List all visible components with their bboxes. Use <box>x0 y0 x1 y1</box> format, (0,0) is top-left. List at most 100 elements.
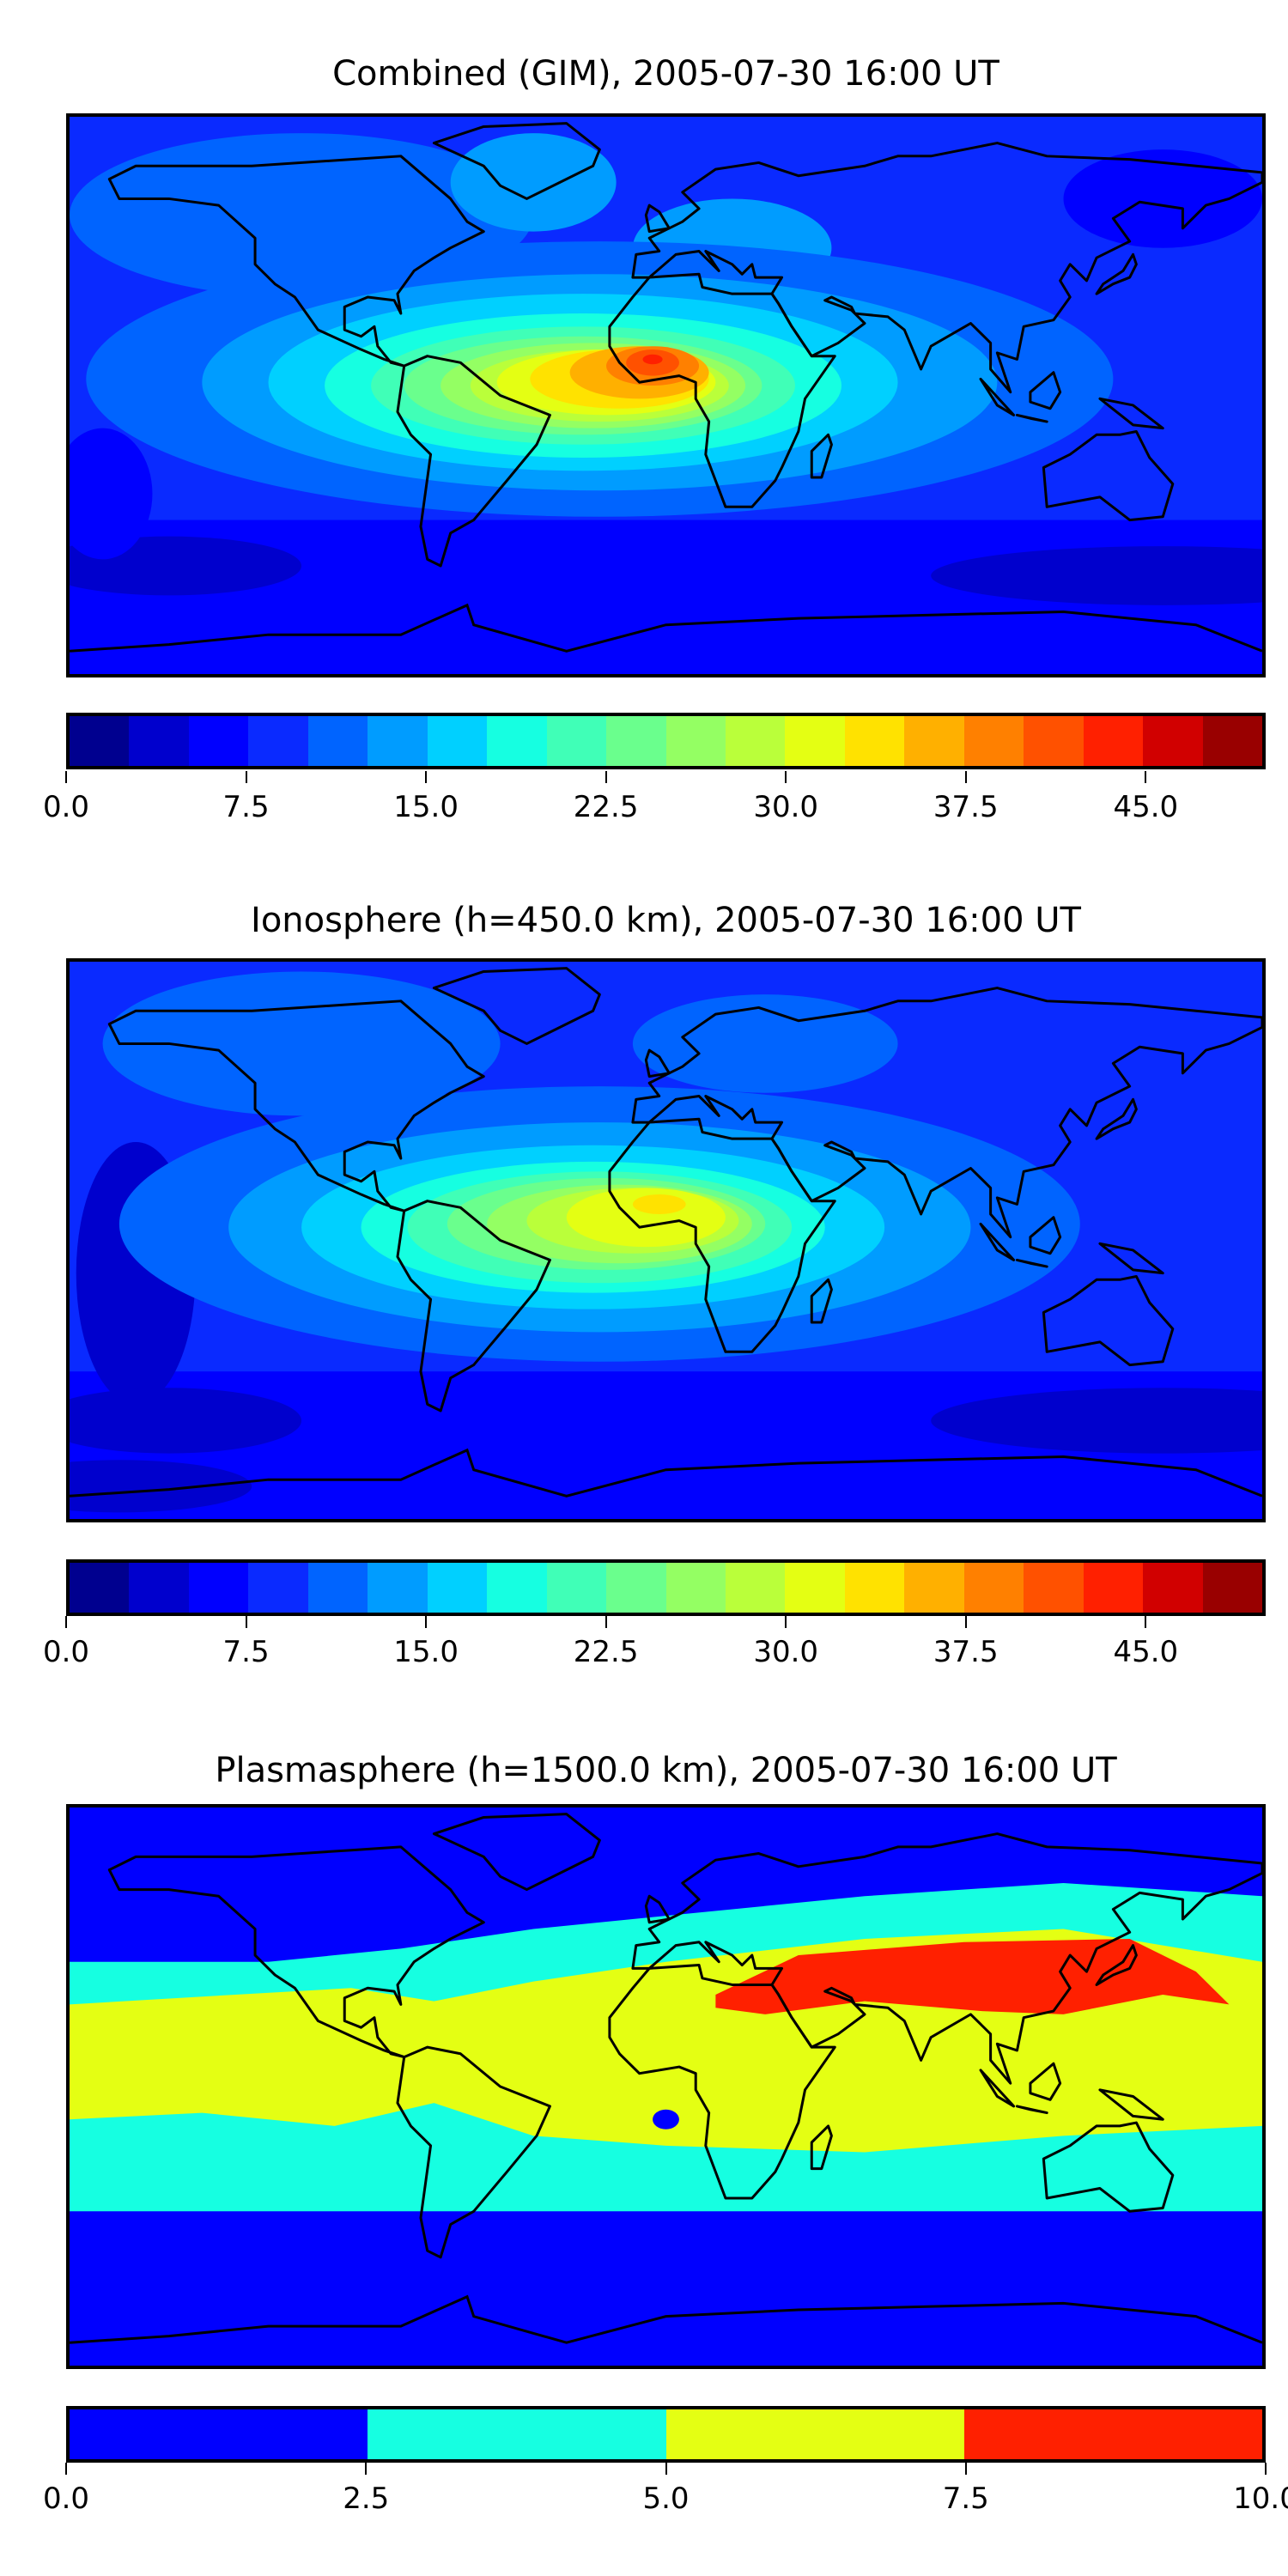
contour-band <box>632 1194 686 1214</box>
colorbar-segment <box>665 1563 726 1613</box>
coastline <box>109 1001 483 1211</box>
colorbar-ticks-plasmasphere: 0.0 2.5 5.0 7.5 10.0 <box>43 2463 1288 2516</box>
colorbar-tick-label: 30.0 <box>753 1635 819 1669</box>
contour-band <box>642 354 663 365</box>
colorbar-segment <box>368 1563 428 1613</box>
coastline <box>646 205 669 232</box>
colorbar-segment <box>844 716 905 766</box>
colorbar-segment <box>904 1563 964 1613</box>
colorbar-segment <box>665 2409 964 2459</box>
coastline <box>1100 398 1163 428</box>
colorbar-segment <box>188 1563 249 1613</box>
coastline <box>434 1814 599 1890</box>
colorbar-tick-label: 30.0 <box>753 790 819 824</box>
colorbar-tick <box>425 1616 428 1628</box>
colorbar-tick <box>605 1616 607 1628</box>
colorbar-segment <box>1024 716 1084 766</box>
coastline <box>1017 1260 1047 1267</box>
coastline <box>1030 2063 1060 2099</box>
colorbar-segment <box>785 1563 845 1613</box>
colorbar-combined <box>66 713 1266 769</box>
colorbar-tick-label: 0.0 <box>42 1635 90 1669</box>
colorbar-segment <box>307 1563 368 1613</box>
colorbar-tick <box>65 2463 67 2475</box>
colorbar-segment <box>1202 716 1263 766</box>
map-svg <box>70 962 1262 1519</box>
coastline <box>981 2070 1014 2106</box>
colorbar-tick <box>605 771 607 783</box>
colorbar-tick <box>65 771 67 783</box>
contour-band <box>450 133 617 232</box>
colorbar-tick-label: 15.0 <box>393 1635 459 1669</box>
panel-title-ionosphere: Ionosphere (h=450.0 km), 2005-07-30 16:0… <box>251 901 1081 940</box>
colorbar-segment <box>1143 1563 1203 1613</box>
colorbar-tick <box>964 771 967 783</box>
colorbar-tick-label: 45.0 <box>1113 1635 1179 1669</box>
coastline <box>610 274 835 507</box>
contour-band <box>70 428 153 560</box>
coastline <box>981 1224 1014 1260</box>
coastline <box>1043 431 1172 519</box>
colorbar-segment <box>904 716 964 766</box>
colorbar-tick <box>365 2463 368 2475</box>
colorbar-tick <box>245 1616 247 1628</box>
contour-band <box>70 1388 302 1454</box>
coastline <box>633 988 1262 1237</box>
colorbar-segment <box>844 1563 905 1613</box>
colorbar-segment <box>248 1563 308 1613</box>
colorbar-segment <box>487 716 547 766</box>
colorbar-segment <box>1202 1563 1263 1613</box>
contour-band <box>931 1388 1262 1454</box>
colorbar-ionosphere <box>66 1559 1266 1616</box>
colorbar-segment <box>963 1563 1024 1613</box>
coastline <box>109 156 483 366</box>
coastline-antarctica <box>70 2297 1262 2343</box>
map-svg <box>70 117 1262 674</box>
colorbar-segment <box>665 716 726 766</box>
panel-title-plasmasphere: Plasmasphere (h=1500.0 km), 2005-07-30 1… <box>215 1751 1117 1790</box>
coastline <box>646 1896 669 1923</box>
colorbar-segment <box>129 1563 189 1613</box>
coastline <box>434 969 599 1044</box>
colorbar-ticks-combined: 0.0 7.5 15.0 22.5 30.0 37.5 45.0 <box>43 771 1266 824</box>
coastline <box>811 434 831 477</box>
colorbar-ticks-ionosphere: 0.0 7.5 15.0 22.5 30.0 37.5 45.0 <box>43 1616 1266 1669</box>
colorbar-tick <box>425 771 428 783</box>
colorbar-segment <box>546 716 607 766</box>
contour-band <box>1063 149 1262 248</box>
colorbar-segment <box>963 716 1024 766</box>
coastline <box>646 1050 669 1077</box>
contour-band <box>70 1460 252 1513</box>
coastline <box>1030 1218 1060 1254</box>
coastline-antarctica <box>70 605 1262 651</box>
colorbar-segment <box>487 1563 547 1613</box>
coastline <box>1097 254 1136 294</box>
colorbar-tick-label: 5.0 <box>642 2482 690 2516</box>
map-svg <box>70 1807 1262 2366</box>
coastline <box>1017 415 1047 422</box>
colorbar-segment <box>70 2409 368 2459</box>
colorbar-tick <box>1145 1616 1147 1628</box>
colorbar-segment <box>307 716 368 766</box>
coastline <box>1100 2090 1163 2119</box>
colorbar-segment <box>368 716 428 766</box>
colorbar-tick <box>665 2463 667 2475</box>
colorbar-tick-label: 2.5 <box>343 2482 390 2516</box>
coastline <box>1043 2123 1172 2211</box>
colorbar-tick-label: 7.5 <box>222 790 270 824</box>
contour-band <box>931 546 1262 605</box>
colorbar-plasmasphere <box>66 2406 1266 2463</box>
coastline <box>1097 1946 1136 1985</box>
colorbar-tick-label: 0.0 <box>42 2482 90 2516</box>
colorbar-tick-label: 37.5 <box>933 1635 999 1669</box>
colorbar-tick-label: 37.5 <box>933 790 999 824</box>
colorbar-segment <box>1024 1563 1084 1613</box>
coastline <box>633 1834 1262 2084</box>
colorbar-tick-label: 15.0 <box>393 790 459 824</box>
coastline-antarctica <box>70 1450 1262 1496</box>
contour-band <box>70 536 302 596</box>
coastline <box>398 356 550 566</box>
colorbar-tick-label: 45.0 <box>1113 790 1179 824</box>
contour-band <box>566 1188 726 1248</box>
coastline <box>398 1201 550 1411</box>
